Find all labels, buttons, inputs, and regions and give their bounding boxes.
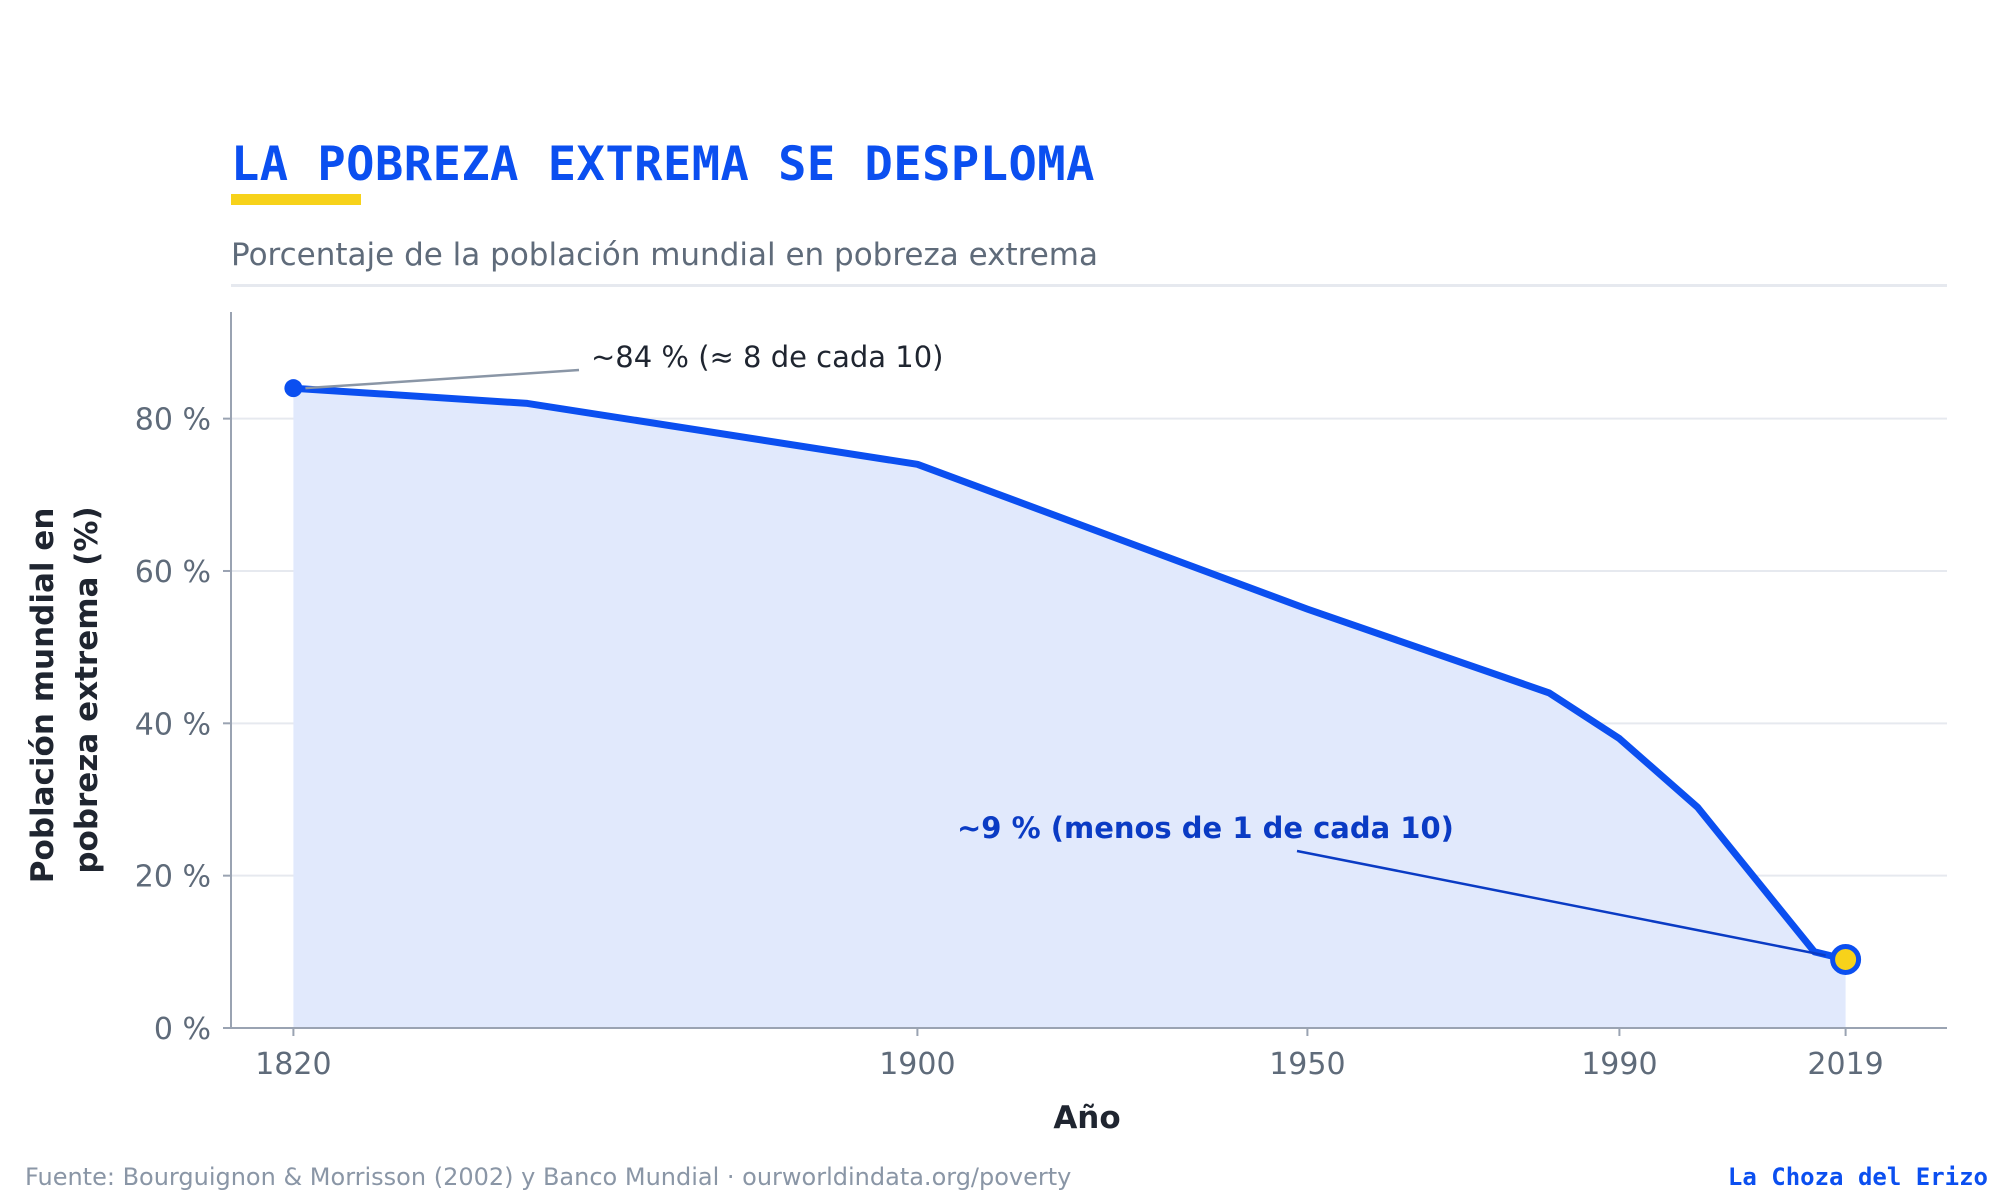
chart-title: LA POBREZA EXTREMA SE DESPLOMA (231, 137, 1095, 192)
tick-labels: 0 % 20 % 40 % 60 % 80 % 1820 1900 1950 1990 2019 (135, 403, 1884, 1082)
x-axis-title: Año (1053, 1100, 1120, 1136)
brand-label: La Choza del Erizo (1727, 1163, 1988, 1191)
annotations: ~84 % (≈ 8 de cada 10) ~9 % (menos de 1 d… (305, 340, 1826, 957)
y-tick-label: 20 % (135, 860, 211, 895)
series-line (289, 384, 1850, 963)
x-tick-label: 2019 (1807, 1047, 1883, 1082)
y-tick-label: 40 % (135, 707, 211, 742)
x-tick-label: 1990 (1581, 1047, 1657, 1082)
x-tick-label: 1900 (879, 1047, 955, 1082)
end-point (1830, 943, 1862, 975)
source-note: Fuente: Bourguignon & Morrisson (2002) y… (25, 1163, 1072, 1191)
x-tick-label: 1950 (1269, 1047, 1345, 1082)
start-point (284, 379, 303, 398)
annotation-end: ~9 % (menos de 1 de cada 10) (957, 811, 1454, 845)
y-tick-label: 60 % (135, 555, 211, 590)
title-underline (231, 194, 361, 205)
subtitle-divider (231, 284, 1947, 287)
chart-subtitle: Porcentaje de la población mundial en po… (231, 237, 1098, 273)
y-axis-title-line-2: pobreza extrema (%) (69, 506, 105, 873)
annotation-start: ~84 % (≈ 8 de cada 10) (591, 340, 944, 374)
annotation-leader-start (305, 368, 580, 390)
y-tick-label: 0 % (154, 1012, 211, 1047)
data-points (284, 379, 1862, 975)
area-fill (293, 388, 1846, 1028)
axes (223, 312, 1947, 1036)
annotation-leader-end (1296, 849, 1826, 957)
y-tick-label: 80 % (135, 403, 211, 438)
x-tick-label: 1820 (255, 1047, 331, 1082)
y-axis-title: Población mundial en pobreza extrema (%) (25, 497, 105, 883)
y-axis-title-line-1: Población mundial en (25, 508, 61, 884)
